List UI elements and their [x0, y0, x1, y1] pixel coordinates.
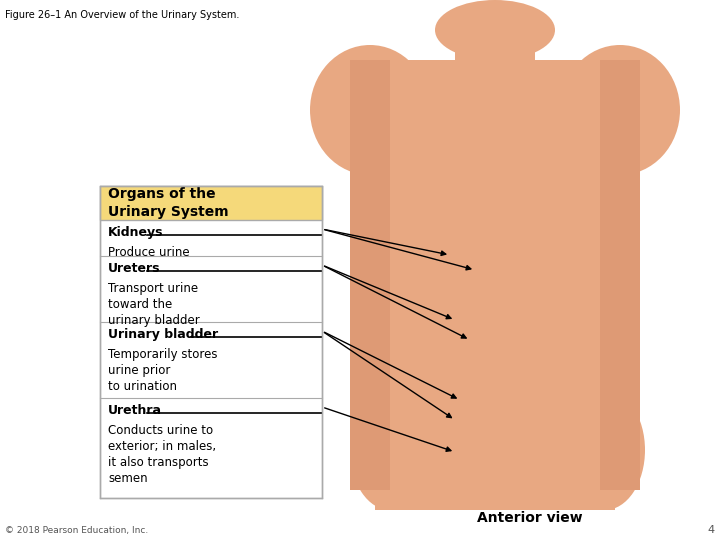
Text: Kidneys: Kidneys — [108, 226, 163, 239]
Text: Organs of the
Urinary System: Organs of the Urinary System — [108, 187, 229, 219]
Bar — [350, 60, 390, 490]
Ellipse shape — [565, 390, 645, 510]
Bar — [100, 186, 322, 498]
Text: Conducts urine to
exterior; in males,
it also transports
semen: Conducts urine to exterior; in males, it… — [108, 424, 216, 485]
Ellipse shape — [310, 45, 430, 175]
Text: Ureters: Ureters — [108, 262, 161, 275]
Text: Figure 26–1 An Overview of the Urinary System.: Figure 26–1 An Overview of the Urinary S… — [5, 10, 239, 20]
Text: Transport urine
toward the
urinary bladder: Transport urine toward the urinary bladd… — [108, 282, 199, 327]
Text: Produce urine: Produce urine — [108, 246, 189, 259]
Ellipse shape — [350, 390, 430, 510]
Text: Urethra: Urethra — [108, 404, 162, 417]
Text: Urinary bladder: Urinary bladder — [108, 328, 218, 341]
Bar — [455, 40, 535, 120]
Text: Anterior view: Anterior view — [477, 511, 582, 525]
Ellipse shape — [560, 45, 680, 175]
Text: © 2018 Pearson Education, Inc.: © 2018 Pearson Education, Inc. — [5, 526, 148, 535]
Bar — [600, 60, 640, 490]
Bar — [375, 400, 615, 510]
Text: Temporarily stores
urine prior
to urination: Temporarily stores urine prior to urinat… — [108, 348, 217, 393]
Bar — [350, 60, 640, 490]
Text: 4: 4 — [708, 525, 715, 535]
Ellipse shape — [435, 0, 555, 60]
Bar — [100, 186, 322, 220]
